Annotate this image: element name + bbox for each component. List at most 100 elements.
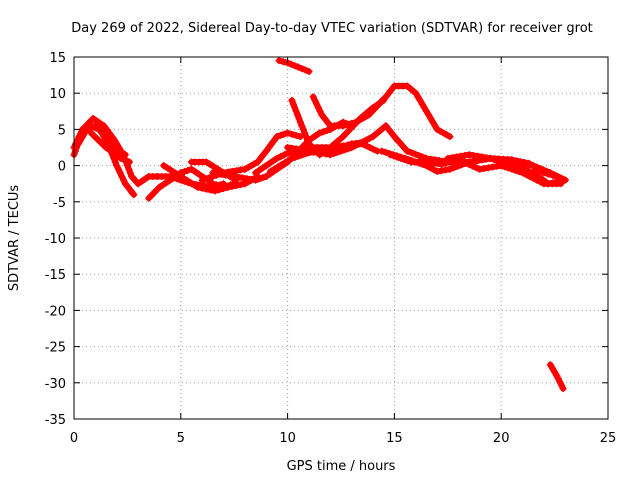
data-point [108, 140, 116, 148]
series-arc-14 [309, 82, 454, 141]
data-point [362, 136, 370, 144]
series-arc-4 [87, 129, 133, 166]
data-point [138, 177, 146, 185]
data-point [553, 173, 561, 180]
data-point [309, 134, 316, 142]
data-point [339, 122, 347, 130]
data-point [184, 166, 192, 174]
data-point [508, 156, 516, 164]
data-point [497, 162, 505, 170]
data-point [280, 130, 288, 138]
data-point [559, 385, 567, 393]
data-point [444, 154, 452, 162]
series-arc-18 [444, 151, 561, 180]
data-point [130, 191, 138, 199]
data-point [211, 187, 219, 195]
data-point [512, 157, 520, 165]
data-point [388, 86, 396, 94]
data-point [458, 157, 466, 165]
data-point [478, 153, 486, 161]
data-point [366, 144, 374, 151]
data-point [311, 96, 319, 104]
data-point [324, 118, 331, 126]
data-point [330, 150, 338, 157]
data-point [474, 152, 482, 160]
data-point [117, 154, 125, 162]
data-point [529, 174, 537, 182]
data-point [556, 378, 564, 386]
data-point [480, 165, 488, 172]
series-arc-12 [275, 57, 313, 75]
data-point [508, 165, 516, 173]
data-point [284, 129, 292, 137]
data-point [81, 129, 89, 137]
data-point [446, 165, 454, 173]
data-point [425, 111, 433, 119]
data-point [96, 119, 104, 127]
y-tick-label: -25 [45, 341, 66, 356]
data-point [226, 172, 234, 180]
data-point [551, 368, 559, 376]
data-point [318, 111, 326, 119]
data-point [105, 129, 113, 137]
data-point [291, 104, 299, 112]
data-point [102, 133, 110, 141]
data-point [83, 125, 91, 133]
series-arc-17 [386, 151, 565, 188]
data-point [333, 148, 341, 156]
data-point [288, 144, 296, 152]
data-point [412, 89, 420, 97]
data-point [390, 152, 398, 160]
data-point [228, 182, 236, 190]
data-point [268, 140, 276, 148]
data-point [232, 167, 240, 175]
data-point [254, 158, 262, 166]
data-point [252, 176, 260, 184]
data-point [296, 146, 304, 154]
y-tick-label: 5 [58, 123, 66, 138]
data-point [100, 122, 108, 130]
data-point [314, 149, 321, 157]
data-point [103, 125, 111, 133]
data-point [284, 157, 292, 164]
data-point [465, 161, 473, 168]
data-point [529, 162, 537, 170]
data-point [166, 176, 174, 184]
data-point [536, 167, 544, 174]
data-point [302, 133, 310, 141]
data-point [277, 153, 285, 161]
data-point [279, 58, 287, 66]
data-point [452, 153, 460, 161]
data-point [209, 169, 217, 177]
data-point [295, 152, 303, 160]
data-point [105, 136, 113, 144]
data-point [415, 152, 423, 159]
data-point [124, 183, 132, 191]
data-point [504, 164, 512, 172]
data-point [121, 156, 129, 164]
data-point [294, 111, 302, 119]
data-point [404, 157, 412, 165]
data-point [257, 154, 264, 162]
data-point [558, 381, 565, 389]
data-point [288, 154, 296, 162]
data-point [255, 166, 263, 174]
data-point [431, 122, 439, 130]
data-point [316, 129, 324, 137]
data-point [420, 104, 428, 112]
data-point [298, 65, 306, 73]
data-point [501, 163, 509, 171]
x-tick-label: 20 [493, 431, 510, 446]
data-point [414, 93, 422, 101]
data-point [273, 133, 281, 141]
data-point [309, 93, 317, 101]
y-tick-label: -20 [45, 304, 66, 319]
data-point [313, 100, 321, 108]
data-point [275, 57, 283, 65]
data-point [277, 161, 285, 169]
data-point [343, 121, 351, 129]
data-point [180, 168, 188, 176]
data-point [220, 185, 227, 192]
data-point [235, 173, 242, 181]
